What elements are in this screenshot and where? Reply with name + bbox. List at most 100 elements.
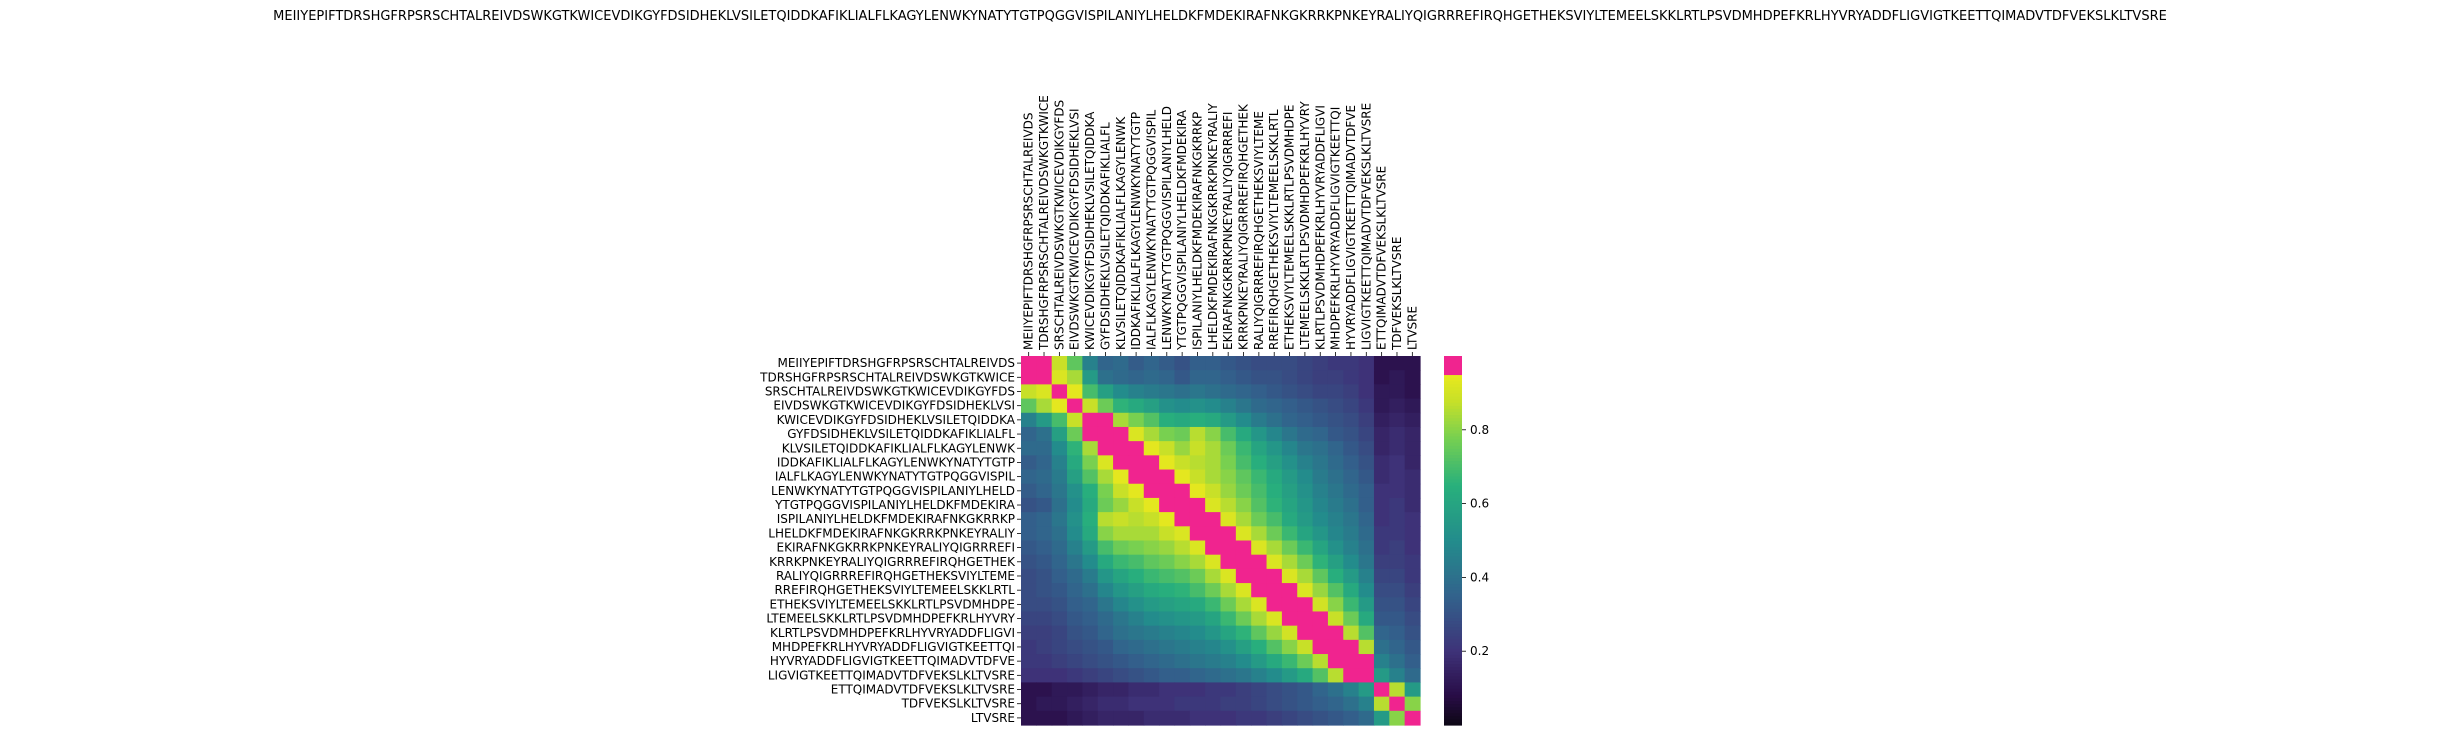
column-tick-label: ETHEKSVIYLTEMEELSKKLRTLPSVDMHDPE <box>1283 105 1297 351</box>
heatmap-cell <box>1389 384 1406 400</box>
heatmap-cell <box>1251 625 1268 641</box>
heatmap-cell <box>1312 455 1329 471</box>
colorbar-segment <box>1444 432 1462 437</box>
heatmap-cell <box>1036 668 1053 684</box>
heatmap-cell <box>1343 654 1360 669</box>
heatmap-cell <box>1174 441 1191 456</box>
heatmap-cell <box>1128 554 1145 570</box>
colorbar-segment <box>1444 359 1462 363</box>
heatmap-cell <box>1297 356 1314 371</box>
heatmap-cell <box>1327 597 1344 613</box>
heatmap-cell <box>1097 426 1114 442</box>
heatmap-cell <box>1205 611 1222 627</box>
heatmap-cell <box>1097 412 1114 428</box>
heatmap-cell <box>1343 568 1360 584</box>
heatmap-cell <box>1235 625 1252 641</box>
heatmap-cell <box>1389 639 1406 655</box>
heatmap-cell <box>1143 497 1160 513</box>
column-tick-labels: MEIIYEPIFTDRSHGFRPSRSCHTALREIVDS TDRSHGFR… <box>1022 95 1419 356</box>
heatmap-cell <box>1343 370 1360 385</box>
heatmap-cell <box>1358 611 1375 627</box>
heatmap-cell <box>1174 356 1191 371</box>
heatmap-cell <box>1113 625 1130 641</box>
heatmap-cell <box>1082 710 1099 726</box>
heatmap-cell <box>1358 526 1375 542</box>
column-tick-label: KLVSILETQIDDKAFIKLIALFLKAGYLENWK <box>1114 116 1128 350</box>
heatmap-cell <box>1251 668 1268 684</box>
colorbar-tick-label: 0.6 <box>1470 497 1489 511</box>
column-tick-label: TDRSHGFRPSRSCHTALREIVDSWKGTKWICE <box>1037 95 1051 351</box>
heatmap-cell <box>1143 370 1160 385</box>
heatmap-cell <box>1113 497 1130 513</box>
heatmap-cell <box>1358 426 1375 442</box>
heatmap-cell <box>1281 526 1298 542</box>
heatmap-cell <box>1143 625 1160 641</box>
colorbar-segment <box>1444 380 1462 385</box>
heatmap-cell <box>1297 370 1314 385</box>
heatmap-cell <box>1266 512 1283 527</box>
heatmap-cell <box>1389 611 1406 627</box>
row-tick-label: KLVSILETQIDDKAFIKLIALFLKAGYLENWK <box>782 441 1016 455</box>
heatmap-cell <box>1297 469 1314 485</box>
row-tick-label: LHELDKFMDEKIRAFNKGKRRKPNKEYRALIY <box>768 526 1015 540</box>
heatmap-cell <box>1174 540 1191 556</box>
heatmap-cell <box>1051 568 1068 584</box>
heatmap-cell <box>1281 625 1298 641</box>
heatmap-cell <box>1404 639 1421 655</box>
row-tick-label: KRRKPNKEYRALIYQIGRRREFIRQHGETHEK <box>769 555 1016 569</box>
heatmap-cell <box>1128 597 1145 613</box>
heatmap-cell <box>1128 483 1145 499</box>
heatmap-cell <box>1251 526 1268 542</box>
colorbar-segment <box>1444 445 1462 449</box>
heatmap-cell <box>1082 639 1099 655</box>
heatmap-cell <box>1404 455 1421 471</box>
colorbar-segment <box>1444 654 1462 658</box>
colorbar-segment <box>1444 669 1462 674</box>
heatmap-cell <box>1205 668 1222 684</box>
heatmap-cell <box>1404 568 1421 584</box>
heatmap-cell <box>1036 398 1053 414</box>
heatmap-cell <box>1159 512 1176 527</box>
heatmap-cell <box>1266 668 1283 684</box>
heatmap-cell <box>1404 412 1421 428</box>
heatmap-cell <box>1051 668 1068 684</box>
colorbar-segment <box>1444 463 1462 468</box>
heatmap-cell <box>1082 568 1099 584</box>
heatmap-cell <box>1343 483 1360 499</box>
heatmap-cell <box>1189 568 1206 584</box>
colorbar-segment <box>1444 549 1462 554</box>
heatmap-cell <box>1373 710 1390 726</box>
colorbar-segment <box>1444 632 1462 637</box>
heatmap-cell <box>1097 696 1114 712</box>
heatmap-cell <box>1021 597 1037 613</box>
colorbar-segment <box>1444 500 1462 505</box>
heatmap-cell <box>1266 483 1283 499</box>
heatmap-cell <box>1312 540 1329 556</box>
heatmap-cell <box>1312 668 1329 684</box>
heatmap-cell <box>1036 583 1053 598</box>
heatmap-cell <box>1358 682 1375 698</box>
heatmap-cell <box>1051 426 1068 442</box>
heatmap-cell <box>1189 526 1206 542</box>
heatmap-cell <box>1113 441 1130 456</box>
heatmap-cell <box>1082 682 1099 698</box>
heatmap-cell <box>1327 583 1344 598</box>
row-tick-label: LIGVIGTKEETTQIMADVTDFVEKSLKLTVSRE <box>768 668 1015 682</box>
heatmap-cell <box>1358 540 1375 556</box>
heatmap-cell <box>1128 654 1145 669</box>
colorbar-segment <box>1444 395 1462 400</box>
heatmap-cell <box>1051 483 1068 499</box>
heatmap-cell <box>1097 597 1114 613</box>
heatmap-cell <box>1082 455 1099 471</box>
heatmap-cell <box>1358 625 1375 641</box>
heatmap-cell <box>1189 625 1206 641</box>
colorbar-segment <box>1444 592 1462 597</box>
heatmap-cell <box>1174 384 1191 400</box>
heatmap-cell <box>1389 497 1406 513</box>
row-tick-label: ETTQIMADVTDFVEKSLKLTVSRE <box>831 683 1015 697</box>
heatmap-cell <box>1051 682 1068 698</box>
heatmap-cell <box>1373 398 1390 414</box>
heatmap-cell <box>1389 356 1406 371</box>
heatmap-cell <box>1097 384 1114 400</box>
